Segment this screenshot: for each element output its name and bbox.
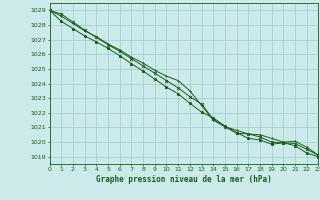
X-axis label: Graphe pression niveau de la mer (hPa): Graphe pression niveau de la mer (hPa) [96, 175, 272, 184]
